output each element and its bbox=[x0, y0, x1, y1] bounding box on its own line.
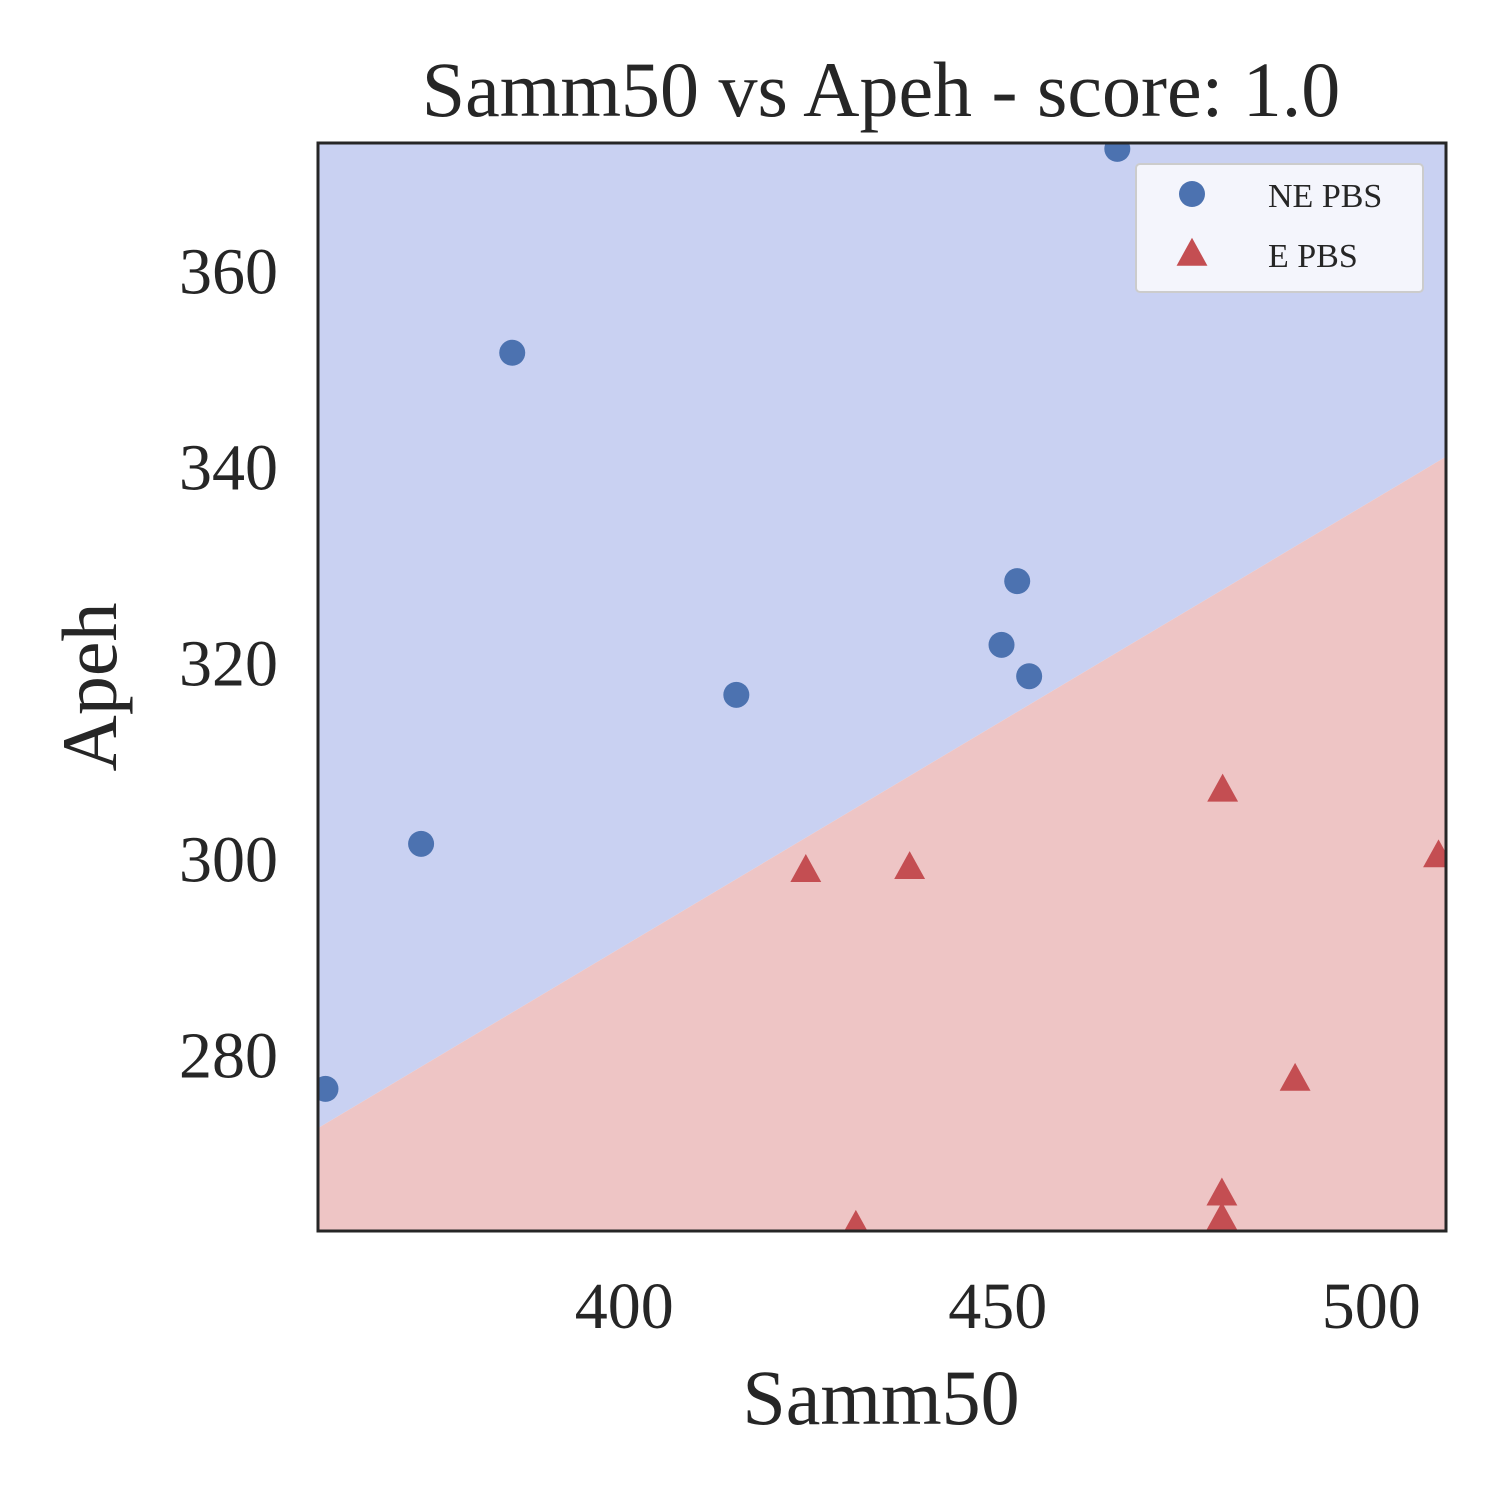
legend: NE PBS E PBS bbox=[1135, 163, 1424, 293]
legend-entry-ne-pbs: NE PBS bbox=[1179, 178, 1382, 215]
y-axis-label: Apeh bbox=[46, 603, 133, 772]
legend-entry-e-pbs: E PBS bbox=[1176, 237, 1358, 275]
x-tick-label: 450 bbox=[948, 1270, 1047, 1343]
y-tick-label: 360 bbox=[179, 235, 278, 308]
data-point-ne-pbs bbox=[318, 1075, 339, 1102]
x-tick-label: 500 bbox=[1322, 1270, 1421, 1343]
data-point-e-pbs bbox=[1207, 773, 1239, 802]
data-point-e-pbs bbox=[1279, 1062, 1311, 1091]
data-point-e-pbs bbox=[844, 1209, 868, 1231]
data-point-e-pbs bbox=[790, 854, 822, 882]
x-tick-label: 400 bbox=[575, 1270, 674, 1343]
y-axis-ticks: 280 300 320 340 360 bbox=[179, 235, 278, 1092]
legend-label-e-pbs: E PBS bbox=[1268, 238, 1358, 275]
data-point-ne-pbs bbox=[1004, 568, 1031, 595]
decision-regions bbox=[318, 143, 1446, 1231]
legend-marker-ne-pbs bbox=[1179, 181, 1205, 207]
data-point-ne-pbs bbox=[499, 339, 526, 366]
data-point-e-pbs bbox=[1423, 839, 1446, 868]
region-ne-pbs bbox=[318, 143, 1446, 1129]
data-point-ne-pbs bbox=[1016, 663, 1043, 690]
y-tick-label: 300 bbox=[179, 824, 278, 897]
y-tick-label: 280 bbox=[179, 1020, 278, 1093]
y-tick-label: 340 bbox=[179, 431, 278, 504]
data-point-e-pbs bbox=[1206, 1177, 1238, 1206]
data-point-ne-pbs bbox=[408, 830, 435, 857]
y-tick-label: 320 bbox=[179, 627, 278, 700]
legend-marker-e-pbs bbox=[1176, 237, 1208, 266]
data-point-ne-pbs bbox=[723, 681, 750, 708]
data-points bbox=[318, 143, 1446, 1231]
legend-label-ne-pbs: NE PBS bbox=[1268, 178, 1382, 215]
data-point-ne-pbs bbox=[988, 631, 1015, 658]
legend-box bbox=[1135, 163, 1424, 293]
data-point-e-pbs bbox=[1206, 1202, 1238, 1230]
data-point-e-pbs bbox=[894, 851, 926, 880]
x-axis-ticks: 400 450 500 bbox=[575, 1270, 1421, 1343]
plot-frame bbox=[316, 141, 1448, 1233]
region-e-pbs bbox=[318, 456, 1446, 1231]
data-point-ne-pbs bbox=[1104, 143, 1131, 162]
chart-title: Samm50 vs Apeh - score: 1.0 bbox=[422, 46, 1341, 133]
x-axis-label: Samm50 bbox=[742, 1354, 1019, 1441]
